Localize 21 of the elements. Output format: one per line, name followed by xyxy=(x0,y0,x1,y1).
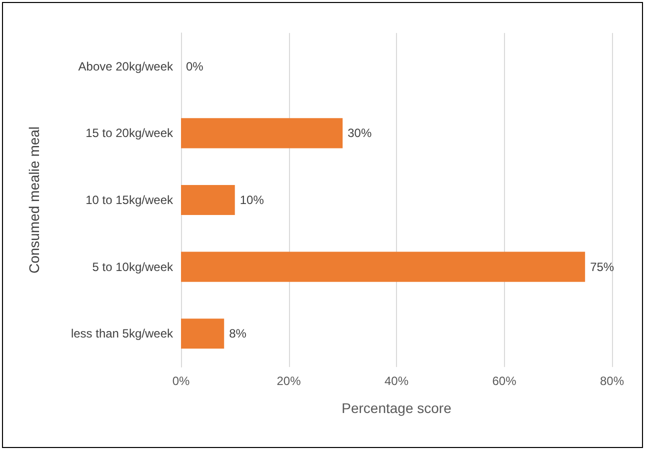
y-axis-title: Consumed mealie meal xyxy=(26,126,42,274)
bar xyxy=(181,252,586,282)
bar xyxy=(181,184,235,216)
data-label: 30% xyxy=(348,126,372,140)
data-label: 8% xyxy=(229,326,247,341)
x-tick-label: 60% xyxy=(492,374,517,388)
y-tick-label: Above 20kg/week xyxy=(78,59,174,74)
x-tick-label: 20% xyxy=(276,374,302,388)
y-tick-label: 5 to 10kg/week xyxy=(92,260,174,274)
x-axis-title: Percentage score xyxy=(342,400,452,416)
y-tick-label: 10 to 15kg/week xyxy=(86,193,174,207)
y-tick-label: less than 5kg/week xyxy=(70,326,174,341)
data-label: 10% xyxy=(240,193,264,207)
x-tick-label: 80% xyxy=(600,374,624,388)
x-tick-label: 40% xyxy=(384,374,409,388)
data-label: 0% xyxy=(186,59,204,74)
data-label: 75% xyxy=(590,260,614,274)
bar xyxy=(181,318,224,349)
y-tick-label: 15 to 20kg/week xyxy=(86,126,174,140)
bar xyxy=(181,118,343,148)
x-tick-label: 0% xyxy=(172,374,190,388)
